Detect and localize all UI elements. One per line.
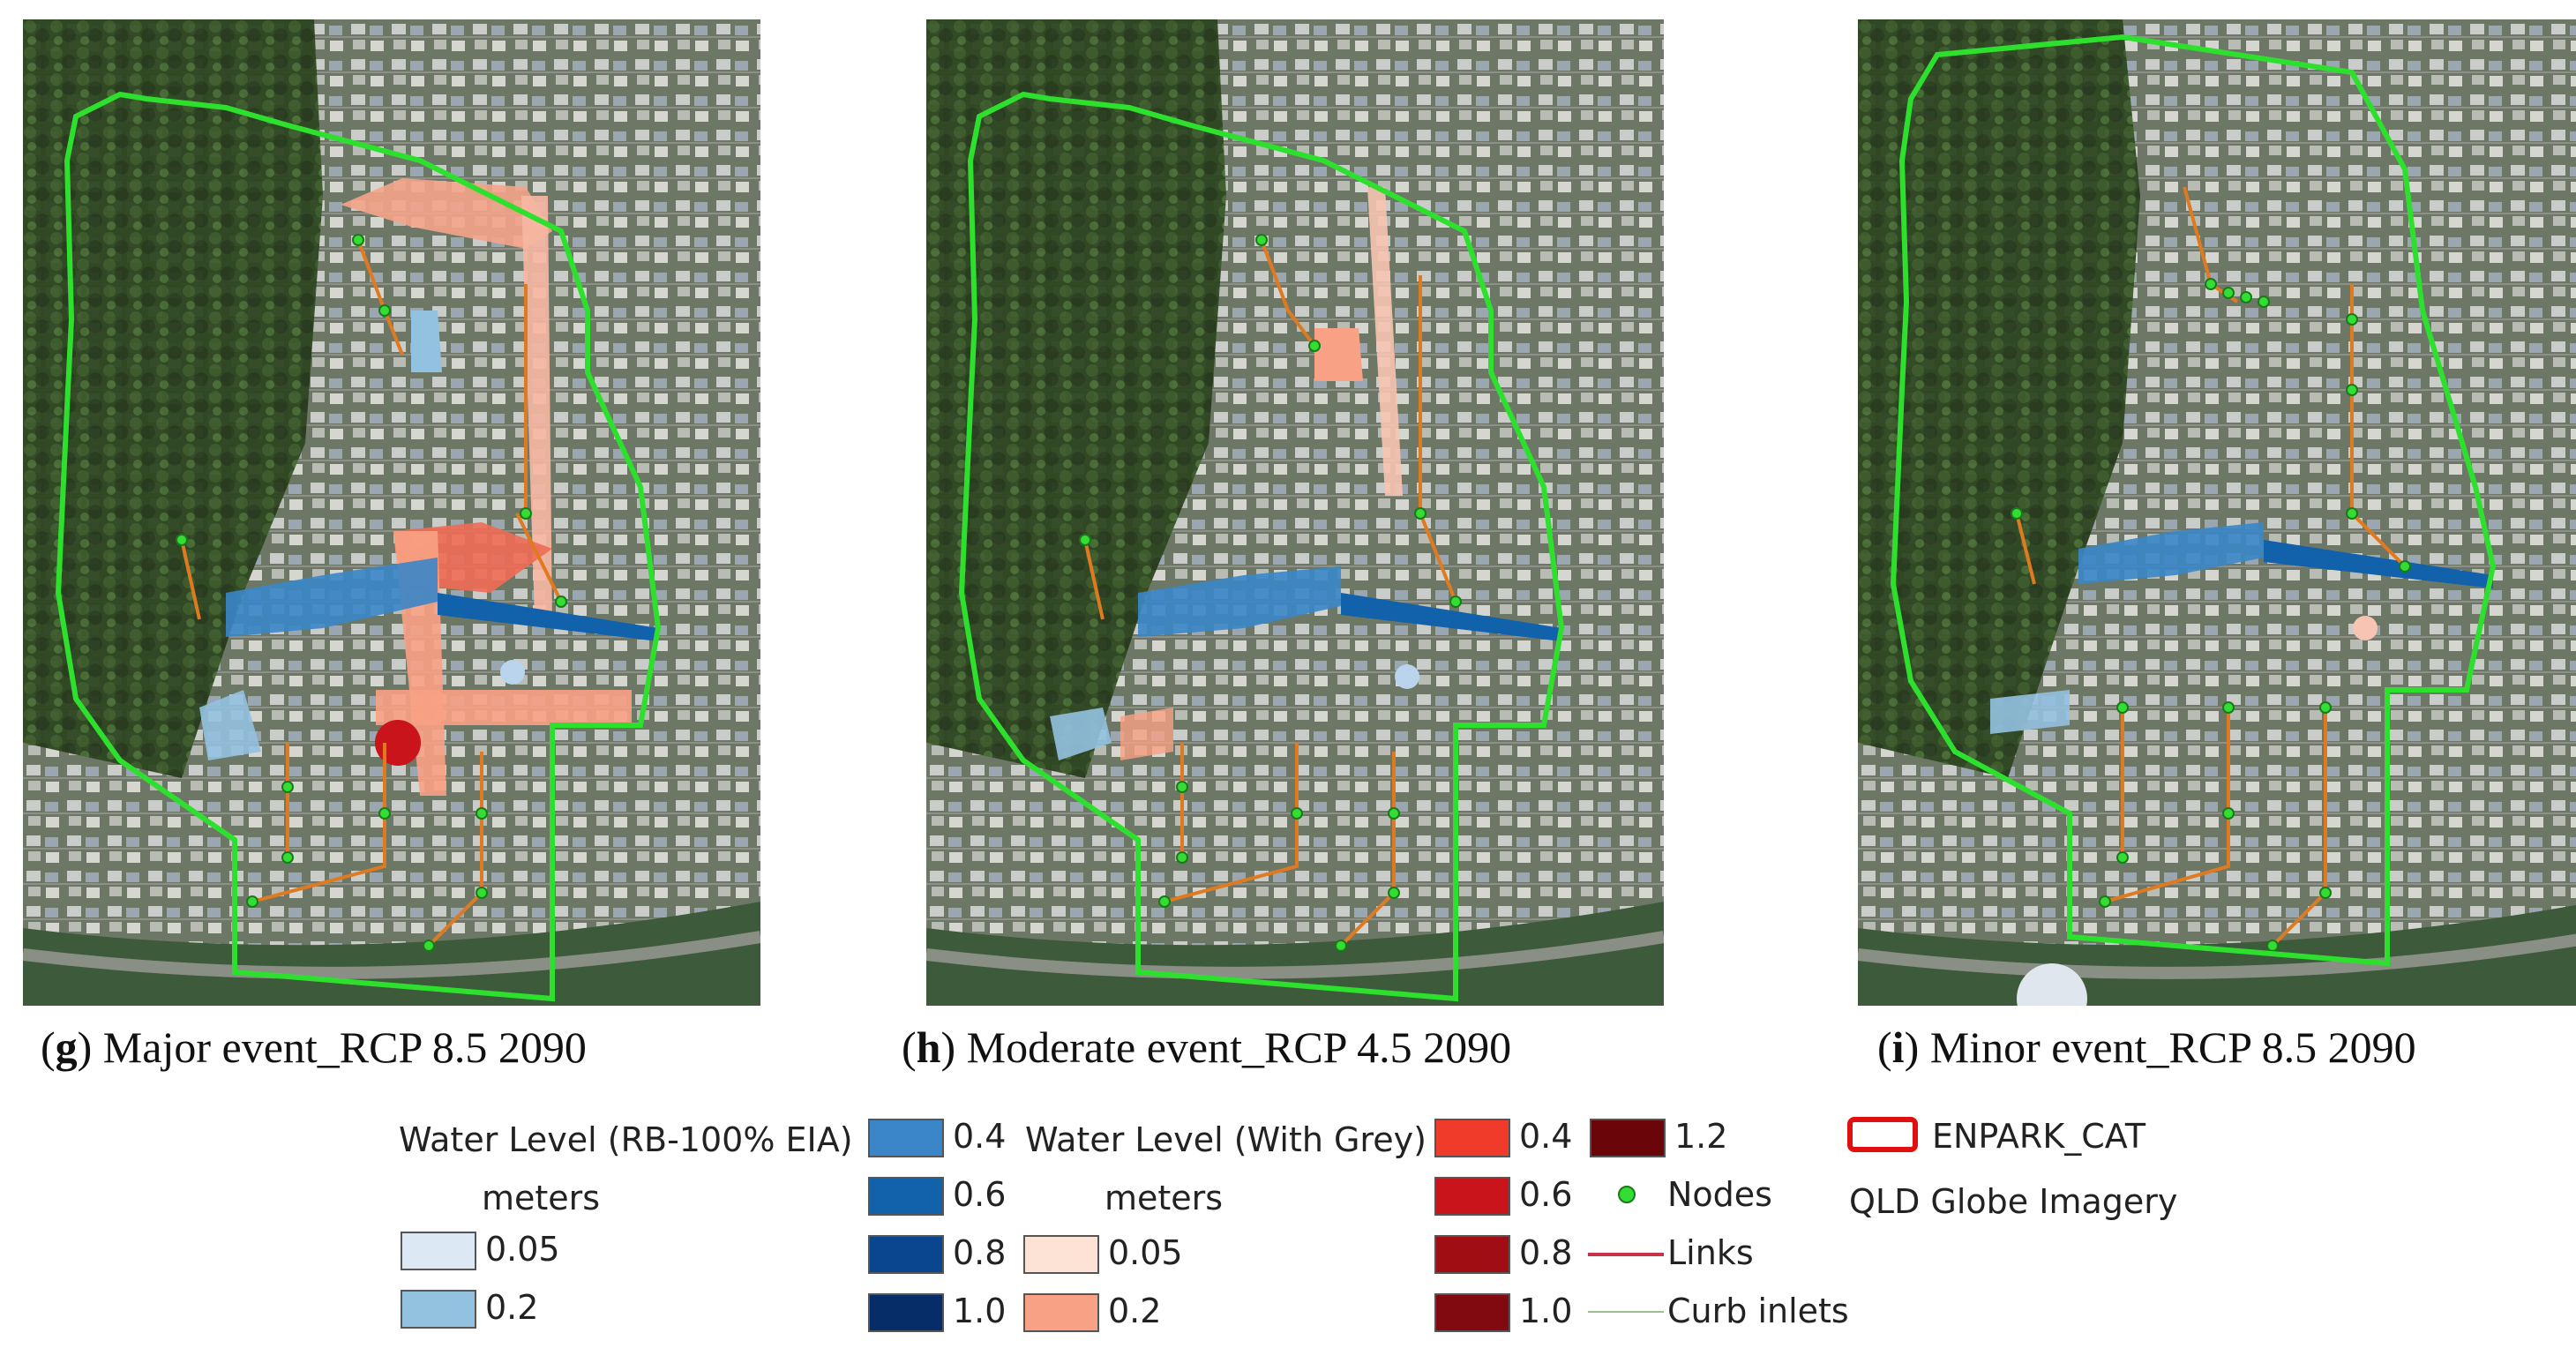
legend-label: 0.8 (953, 1233, 1007, 1272)
legend-red-unit: meters (1105, 1179, 1224, 1217)
map-panel-i (1858, 19, 2576, 1006)
legend-blue-unit: meters (482, 1179, 601, 1217)
legend-swatch-blue-1.0 (868, 1293, 944, 1332)
nodes-symbol-icon (1618, 1186, 1636, 1203)
legend-label: 0.6 (953, 1175, 1007, 1214)
legend-swatch-blue-0.8 (868, 1235, 944, 1274)
legend-blue-title: Water Level (RB-100% EIA) (399, 1120, 853, 1159)
catchment-symbol-icon (1847, 1117, 1918, 1152)
legend-swatch-blue-0.2 (401, 1290, 476, 1329)
links-symbol-icon (1588, 1253, 1664, 1256)
legend-swatch-red-1.0 (1434, 1293, 1510, 1332)
catchment-boundary (1890, 34, 2497, 967)
legend-curb-label: Curb inlets (1667, 1292, 1849, 1330)
map-panel-h (926, 19, 1664, 1006)
legend-swatch-red-0.4 (1434, 1119, 1510, 1157)
map-panel-g (23, 19, 760, 1006)
legend-swatch-blue-0.05 (401, 1232, 476, 1270)
legend-swatch-red-0.6 (1434, 1177, 1510, 1216)
legend-label: 0.2 (485, 1288, 539, 1327)
legend-nodes-label: Nodes (1667, 1175, 1772, 1214)
legend-imagery-label: QLD Globe Imagery (1849, 1182, 2178, 1221)
legend-red-title: Water Level (With Grey) (1025, 1120, 1427, 1159)
legend-label: 1.0 (953, 1292, 1007, 1330)
legend-links-label: Links (1667, 1233, 1754, 1272)
legend-swatch-blue-0.6 (868, 1177, 944, 1216)
legend-swatch-blue-0.4 (868, 1119, 944, 1157)
caption-g: (g) Major event_RCP 8.5 2090 (41, 1022, 587, 1072)
legend-label: 0.8 (1519, 1233, 1573, 1272)
curb-inlets-symbol-icon (1588, 1311, 1664, 1313)
legend-label: 1.0 (1519, 1292, 1573, 1330)
legend-label: 0.2 (1108, 1292, 1162, 1330)
legend-label: 0.05 (485, 1230, 560, 1269)
legend-label: 0.4 (953, 1117, 1007, 1156)
legend-swatch-red-0.8 (1434, 1235, 1510, 1274)
legend-swatch-red-0.05 (1023, 1235, 1099, 1274)
legend-label: 0.4 (1519, 1117, 1573, 1156)
legend-label: 0.05 (1108, 1233, 1183, 1272)
catchment-boundary (958, 91, 1565, 1002)
legend-swatch-red-1.2 (1590, 1119, 1666, 1157)
legend-catchment-label: ENPARK_CAT (1932, 1117, 2146, 1156)
catchment-boundary (55, 91, 662, 1002)
caption-h: (h) Moderate event_RCP 4.5 2090 (902, 1022, 1512, 1072)
legend-label: 0.6 (1519, 1175, 1573, 1214)
legend-label: 1.2 (1674, 1117, 1728, 1156)
legend-swatch-red-0.2 (1023, 1293, 1099, 1332)
caption-i: (i) Minor event_RCP 8.5 2090 (1877, 1022, 2416, 1072)
